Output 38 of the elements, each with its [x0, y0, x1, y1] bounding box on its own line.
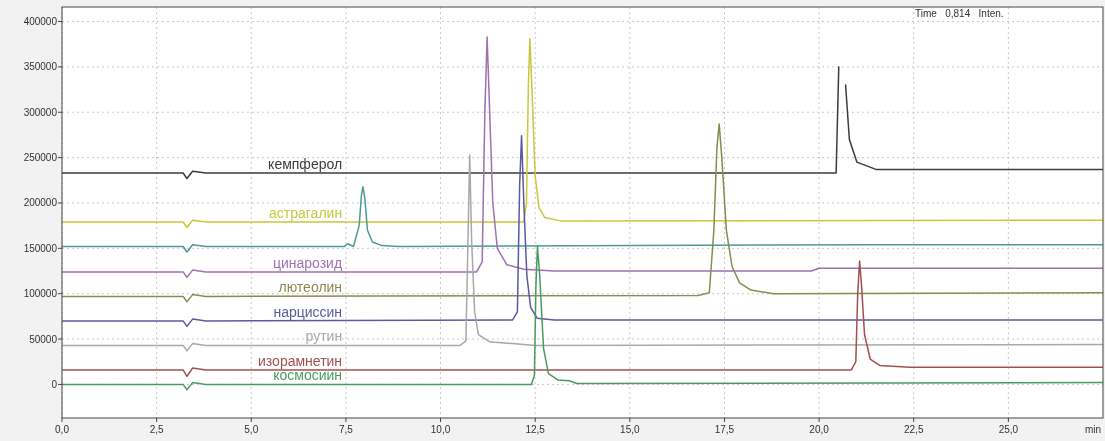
x-tick-label: 20,0 [809, 424, 830, 435]
series-label: астрагалин [269, 205, 343, 222]
series-label: изорамнетин [258, 352, 343, 369]
line-series [62, 185, 1103, 253]
y-tick-label: 250000 [23, 152, 58, 164]
series-label: нарциссин [273, 303, 343, 320]
line-series [62, 154, 1103, 352]
series-label: цинарозид [272, 254, 343, 271]
x-tick-label: 22,5 [903, 424, 924, 435]
x-tick-label: 10,0 [430, 424, 451, 435]
series-label: космосиин [273, 367, 343, 384]
x-tick-label: 5,0 [244, 424, 259, 435]
series-label: рутин [305, 328, 343, 345]
x-tick-label: 12,5 [525, 424, 546, 435]
y-tick-label: 400000 [23, 16, 58, 28]
line-series [62, 260, 1103, 378]
x-tick-label: 25,0 [998, 424, 1019, 435]
x-tick-label: 0,0 [55, 424, 70, 435]
y-tick-label: 100000 [23, 288, 58, 300]
y-tick-label: 150000 [23, 242, 58, 254]
series-label: кемпферол [268, 156, 343, 173]
line-series [62, 38, 1103, 229]
x-tick-label: 2,5 [149, 424, 165, 435]
x-tick-label: 17,5 [714, 424, 735, 435]
y-tick-label: 50000 [29, 333, 58, 345]
series-label: лютеолин [278, 279, 343, 296]
x-tick-label: 15,0 [620, 424, 640, 435]
line-series [62, 123, 1103, 303]
y-tick-label: 200000 [23, 197, 58, 209]
annotation: Time 0,814 Inten. [915, 8, 1004, 19]
y-tick-label: 0 [51, 378, 58, 390]
line-series [62, 245, 1103, 391]
x-tick-label: 7,5 [338, 424, 354, 435]
y-tick-label: 350000 [23, 61, 58, 73]
x-axis-title: min [1084, 424, 1101, 435]
line-series [62, 36, 1103, 279]
y-tick-label: 300000 [23, 106, 58, 118]
line-series [62, 135, 1103, 328]
